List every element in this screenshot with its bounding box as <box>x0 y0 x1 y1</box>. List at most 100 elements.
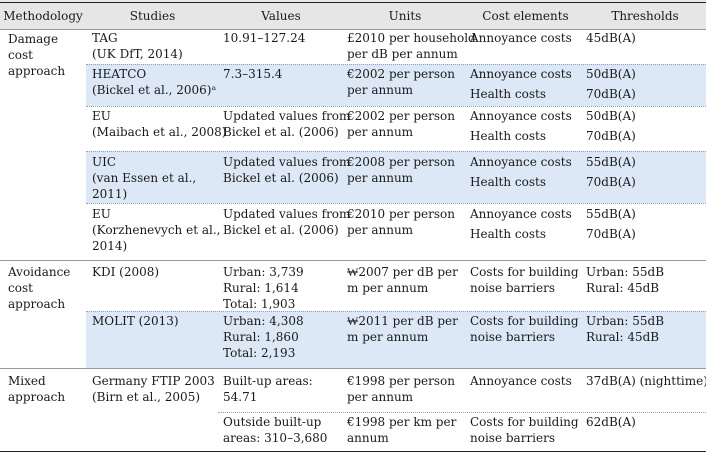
cell-thr: Rural: 45dB <box>586 330 660 344</box>
cell-units: £2010 per household <box>347 31 476 45</box>
cell-thr: 70dB(A) <box>586 227 636 241</box>
header-studies: Studies <box>129 9 176 23</box>
cell-units: €2008 per person <box>347 155 455 169</box>
cell-study: (van Essen et al., <box>92 171 197 185</box>
cell-cost: Costs for building <box>470 415 579 429</box>
cell-units: per annum <box>347 390 414 404</box>
dotted-rule <box>86 151 706 152</box>
cell-cost: Annoyance costs <box>470 67 572 81</box>
cell-study: EU <box>92 207 111 221</box>
cell-thr: 70dB(A) <box>586 129 636 143</box>
dotted-rule <box>86 64 706 65</box>
cell-values: Urban: 4,308 <box>223 314 304 328</box>
cell-thr: 37dB(A) (nighttime) <box>586 374 706 388</box>
cell-units: ₩2007 per dB per <box>347 265 458 279</box>
cell-units: per annum <box>347 125 414 139</box>
header-methodology: Methodology <box>3 9 83 23</box>
cell-cost: Annoyance costs <box>470 374 572 388</box>
cell-values: Bickel et al. (2006) <box>223 171 339 185</box>
cell-values: Bickel et al. (2006) <box>223 125 339 139</box>
cell-values: Built-up areas: <box>223 374 313 388</box>
cell-study: (Birn et al., 2005) <box>92 390 201 404</box>
group-rule-1 <box>0 260 706 261</box>
dotted-rule <box>86 311 706 312</box>
row-band-heatco <box>86 64 706 106</box>
cell-values: Updated values from <box>223 109 351 123</box>
cell-units: €2010 per person <box>347 207 455 221</box>
cell-thr: 70dB(A) <box>586 175 636 189</box>
cell-cost: noise barriers <box>470 330 556 344</box>
cell-cost: noise barriers <box>470 281 556 295</box>
header-rule <box>0 29 706 30</box>
cell-values: 10.91–127.24 <box>223 31 306 45</box>
cell-thr: 70dB(A) <box>586 87 636 101</box>
cell-thr: 45dB(A) <box>586 31 636 45</box>
cell-thr: Rural: 45dB <box>586 281 660 295</box>
cell-cost: Health costs <box>470 227 547 241</box>
cell-thr: 62dB(A) <box>586 415 636 429</box>
cell-cost: Costs for building <box>470 314 579 328</box>
cell-cost: Health costs <box>470 87 547 101</box>
dotted-rule <box>218 412 706 413</box>
cell-study: KDI (2008) <box>92 265 160 279</box>
cell-cost: Health costs <box>470 175 547 189</box>
cell-cost: Annoyance costs <box>470 109 572 123</box>
cell-cost: noise barriers <box>470 431 556 445</box>
cell-cost: Health costs <box>470 129 547 143</box>
cell-study: UIC <box>92 155 117 169</box>
cell-units: ₩2011 per dB per <box>347 314 458 328</box>
cell-cost: Annoyance costs <box>470 31 572 45</box>
cell-values: Bickel et al. (2006) <box>223 223 339 237</box>
cell-study: (Maibach et al., 2008) <box>92 125 227 139</box>
dotted-rule <box>86 203 706 204</box>
cell-values: 54.71 <box>223 390 258 404</box>
cell-study: TAG <box>92 31 118 45</box>
cell-values: Rural: 1,860 <box>223 330 299 344</box>
methodology-line: approach <box>8 64 66 78</box>
methodology-line: approach <box>8 390 66 404</box>
row-band-molit <box>86 311 706 368</box>
cell-units: €2002 per person <box>347 109 455 123</box>
methodology-line: approach <box>8 297 66 311</box>
cell-study: 2011) <box>92 187 128 201</box>
cell-units: €1998 per km per <box>347 415 457 429</box>
cell-values: Total: 2,193 <box>223 346 296 360</box>
cell-study: (Korzhenevych et al., <box>92 223 221 237</box>
cell-units: €1998 per person <box>347 374 455 388</box>
row-band-uic <box>86 151 706 203</box>
cell-values: Rural: 1,614 <box>223 281 299 295</box>
cell-units: per annum <box>347 83 414 97</box>
cell-cost: Costs for building <box>470 265 579 279</box>
bottom-rule <box>0 451 706 452</box>
cell-units: per annum <box>347 171 414 185</box>
cell-values: Urban: 3,739 <box>223 265 304 279</box>
cell-thr: Urban: 55dB <box>586 265 665 279</box>
header-values: Values <box>261 9 301 23</box>
cell-units: m per annum <box>347 330 429 344</box>
header-row <box>0 0 706 29</box>
methodology-line: Avoidance <box>8 265 71 279</box>
cell-values: Outside built-up <box>223 415 322 429</box>
cell-cost: Annoyance costs <box>470 155 572 169</box>
header-thresholds: Thresholds <box>611 9 679 23</box>
methodology-line: cost <box>8 48 33 62</box>
cell-study: (UK DfT, 2014) <box>92 47 183 61</box>
cell-units: per annum <box>347 223 414 237</box>
cell-study: (Bickel et al., 2006)ᵃ <box>92 83 217 97</box>
cell-study: 2014) <box>92 239 128 253</box>
methodology-line: Damage <box>8 32 59 46</box>
cell-study: EU <box>92 109 111 123</box>
cell-values: 7.3–315.4 <box>223 67 283 81</box>
cell-study: HEATCO <box>92 67 147 81</box>
header-units: Units <box>388 9 422 23</box>
cell-units: m per annum <box>347 281 429 295</box>
cell-cost: Annoyance costs <box>470 207 572 221</box>
cell-units: annum <box>347 431 389 445</box>
methodology-line: Mixed <box>8 374 46 388</box>
methodology-line: cost <box>8 281 33 295</box>
cell-values: Updated values from <box>223 207 351 221</box>
cell-thr: 50dB(A) <box>586 109 636 123</box>
cell-values: Total: 1,903 <box>223 297 296 311</box>
cell-values: areas: 310–3,680 <box>223 431 328 445</box>
cell-thr: 55dB(A) <box>586 207 636 221</box>
